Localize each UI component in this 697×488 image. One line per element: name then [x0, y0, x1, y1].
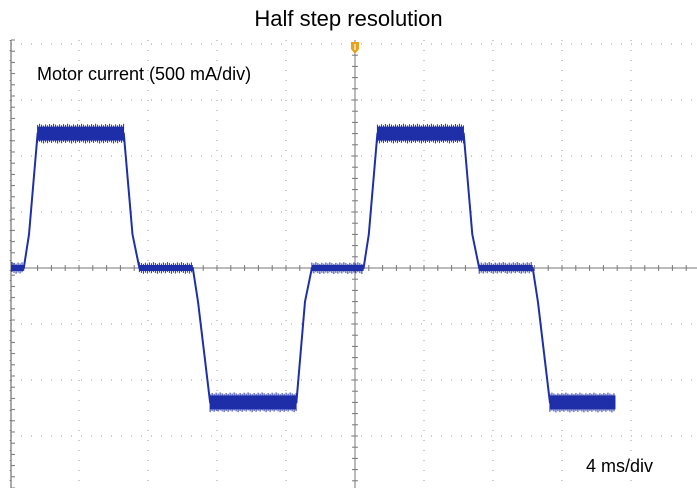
- chart-title: Half step resolution: [254, 6, 443, 31]
- trigger-marker-icon: [351, 42, 359, 54]
- vertical-scale-label: Motor current (500 mA/div): [37, 64, 251, 84]
- horizontal-scale-label: 4 ms/div: [586, 456, 653, 476]
- motor-current-trace: [11, 132, 616, 404]
